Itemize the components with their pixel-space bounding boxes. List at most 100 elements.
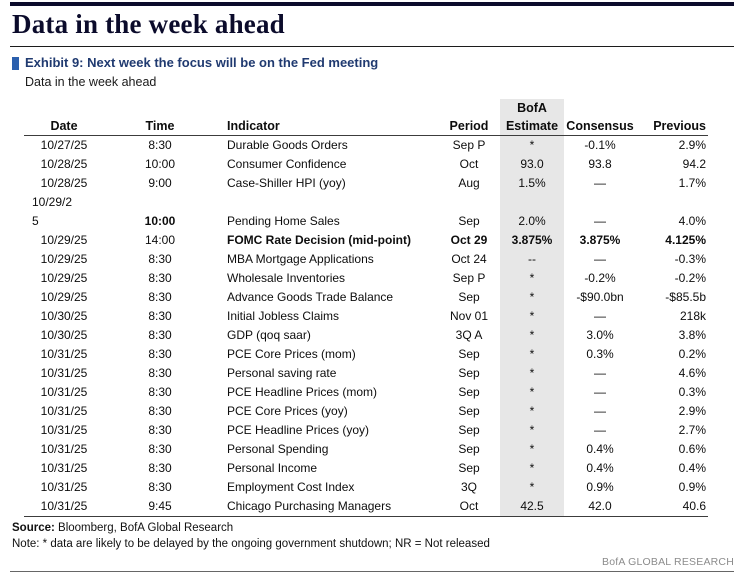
table-header-row: Date Time Indicator Period Estimate Cons… xyxy=(24,115,708,136)
cell-indicator: PCE Headline Prices (yoy) xyxy=(227,423,370,437)
cell-period: Sep xyxy=(458,404,480,418)
exhibit-title: Exhibit 9: Next week the focus will be o… xyxy=(25,55,379,70)
cell-date: 10/29/25 xyxy=(40,290,88,304)
cell-estimate: * xyxy=(500,326,564,345)
cell-consensus: 0.4% xyxy=(586,442,614,456)
header-date: Date xyxy=(24,115,104,136)
cell-previous: -0.2% xyxy=(674,271,706,285)
source-line: Source: Bloomberg, BofA Global Research xyxy=(12,522,734,534)
cell-date: 10/31/25 xyxy=(40,499,88,513)
cell-consensus: — xyxy=(594,385,606,399)
header-spacer xyxy=(104,99,216,115)
cell-estimate: * xyxy=(500,269,564,288)
cell-time: 8:30 xyxy=(148,138,172,152)
cell-estimate: * xyxy=(500,440,564,459)
source-label: Source: xyxy=(12,522,55,534)
cell-period: 3Q xyxy=(460,480,477,494)
cell-previous: 0.6% xyxy=(678,442,706,456)
cell-estimate: * xyxy=(500,364,564,383)
brand-text: BofA GLOBAL RESEARCH xyxy=(602,556,734,568)
header-spacer xyxy=(564,99,636,115)
cell-time: 9:00 xyxy=(148,176,172,190)
cell-previous: 94.2 xyxy=(682,157,706,171)
table-header: BofA Date Time Indicator Period Estimate… xyxy=(24,99,708,136)
cell-indicator: PCE Core Prices (mom) xyxy=(227,347,356,361)
exhibit-bullet-icon xyxy=(12,57,19,70)
table-row: 10/31/25 9:45 Chicago Purchasing Managers O… xyxy=(24,497,708,517)
cell-time: 8:30 xyxy=(148,366,172,380)
header-spacer xyxy=(636,99,708,115)
exhibit-header: Exhibit 9: Next week the focus will be o… xyxy=(12,55,734,89)
header-indicator: Indicator xyxy=(216,115,438,136)
cell-date: 10/31/25 xyxy=(40,423,88,437)
cell-date: 10/28/25 xyxy=(40,157,88,171)
cell-period: Oct xyxy=(459,157,479,171)
cell-time: 8:30 xyxy=(148,423,172,437)
cell-time: 8:30 xyxy=(148,252,172,266)
cell-indicator: Durable Goods Orders xyxy=(227,138,348,152)
table-body: 10/27/25 8:30 Durable Goods Orders Sep P * -0… xyxy=(24,135,708,517)
cell-consensus: — xyxy=(594,423,606,437)
cell-period: Sep xyxy=(458,423,480,437)
cell-estimate: -- xyxy=(500,250,564,269)
cell-estimate: 93.0 xyxy=(500,155,564,174)
cell-previous: -$85.5b xyxy=(665,290,706,304)
cell-indicator: Personal Spending xyxy=(227,442,329,456)
cell-date: 10/31/25 xyxy=(40,404,88,418)
cell-time: 8:30 xyxy=(148,328,172,342)
cell-indicator: Chicago Purchasing Managers xyxy=(227,499,392,513)
cell-consensus: -0.1% xyxy=(584,138,616,152)
table-row: 10/31/25 8:30 PCE Headline Prices (mom) Sep… xyxy=(24,383,708,402)
cell-period: 3Q A xyxy=(455,328,483,342)
header-previous: Previous xyxy=(636,115,708,136)
cell-date: 10/31/25 xyxy=(40,385,88,399)
cell-estimate: * xyxy=(500,383,564,402)
cell-date: 10/30/25 xyxy=(40,309,88,323)
cell-time: 8:30 xyxy=(148,290,172,304)
cell-period: Sep xyxy=(458,442,480,456)
header-consensus: Consensus xyxy=(564,115,636,136)
cell-period: Nov 01 xyxy=(449,309,489,323)
cell-time: 8:30 xyxy=(148,404,172,418)
source-text: Bloomberg, BofA Global Research xyxy=(54,522,234,534)
cell-time: 8:30 xyxy=(148,442,172,456)
cell-previous: 0.2% xyxy=(678,347,706,361)
exhibit-subtitle: Data in the week ahead xyxy=(25,75,157,89)
header-time: Time xyxy=(104,115,216,136)
cell-estimate: 2.0% xyxy=(500,193,564,231)
cell-time: 10:00 xyxy=(144,157,176,171)
cell-consensus: 93.8 xyxy=(588,157,612,171)
cell-consensus: 3.875% xyxy=(579,233,621,247)
table-row: 10/31/25 8:30 Employment Cost Index 3Q * 0.9%… xyxy=(24,478,708,497)
cell-indicator: Initial Jobless Claims xyxy=(227,309,340,323)
cell-previous: 4.6% xyxy=(678,366,706,380)
table-row: 10/31/25 8:30 Personal Income Sep * 0.4% 0.4% xyxy=(24,459,708,478)
cell-indicator: Personal Income xyxy=(227,461,318,475)
table-row: 10/31/25 8:30 PCE Core Prices (mom) Sep * 0.3… xyxy=(24,345,708,364)
cell-indicator: PCE Core Prices (yoy) xyxy=(227,404,348,418)
table-row: 10/31/25 8:30 PCE Core Prices (yoy) Sep * — 2.… xyxy=(24,402,708,421)
cell-date: 10/31/25 xyxy=(40,480,88,494)
cell-estimate: * xyxy=(500,345,564,364)
cell-period: Sep xyxy=(458,214,480,228)
cell-period: Oct 29 xyxy=(450,233,488,247)
cell-period: Sep xyxy=(458,347,480,361)
table-superheader-row: BofA xyxy=(24,99,708,115)
bottom-divider xyxy=(10,571,734,572)
cell-estimate: * xyxy=(500,478,564,497)
header-spacer xyxy=(438,99,500,115)
cell-time: 8:30 xyxy=(148,461,172,475)
cell-period: Sep xyxy=(458,290,480,304)
cell-period: Oct 24 xyxy=(451,252,487,266)
cell-time: 8:30 xyxy=(148,385,172,399)
cell-indicator: MBA Mortgage Applications xyxy=(227,252,374,266)
table-row: 10/29/25 8:30 MBA Mortgage Applications Oct… xyxy=(24,250,708,269)
cell-indicator: Pending Home Sales xyxy=(227,214,340,228)
cell-date: 10/31/25 xyxy=(40,366,88,380)
cell-indicator: Employment Cost Index xyxy=(227,480,355,494)
table-row: 10/31/25 8:30 PCE Headline Prices (yoy) Sep… xyxy=(24,421,708,440)
cell-estimate: * xyxy=(500,135,564,155)
cell-consensus: — xyxy=(594,176,606,190)
cell-previous: 0.4% xyxy=(678,461,706,475)
cell-estimate: * xyxy=(500,421,564,440)
